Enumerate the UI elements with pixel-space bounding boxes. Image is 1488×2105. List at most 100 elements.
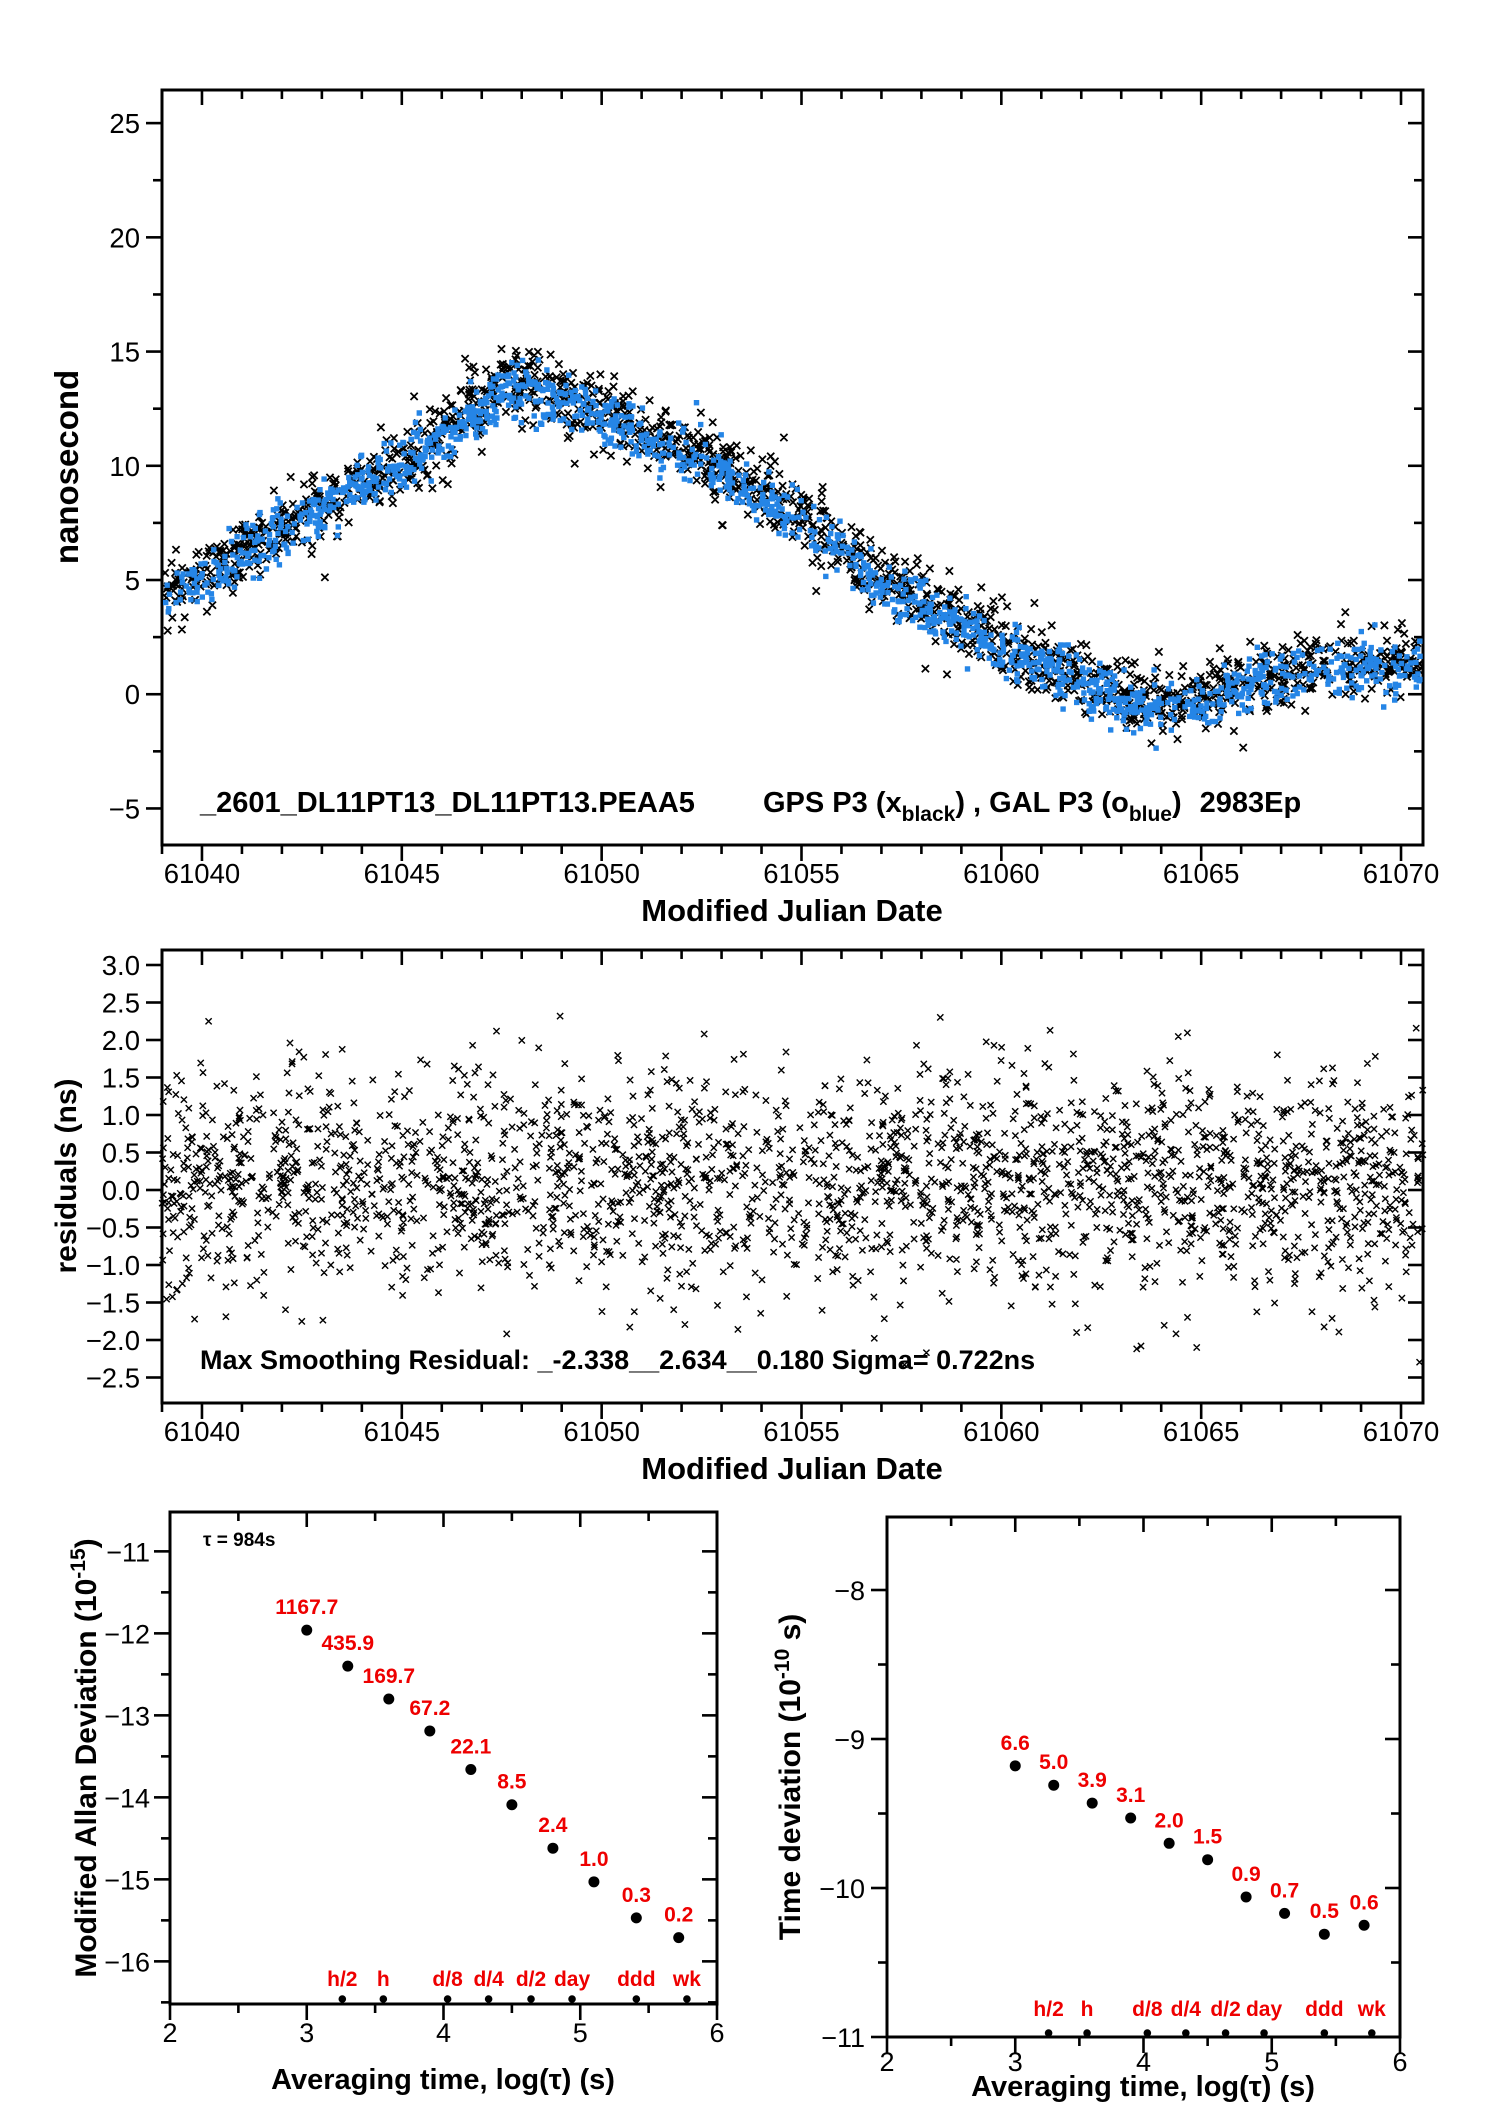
svg-text:−5: −5 <box>109 793 140 824</box>
svg-text:0.9: 0.9 <box>1231 1863 1260 1886</box>
svg-text:61055: 61055 <box>763 858 839 889</box>
svg-text:5: 5 <box>573 2018 588 2048</box>
svg-text:Modified Allan Deviation (10-1: Modified Allan Deviation (10-15) <box>67 1538 103 1977</box>
svg-text:61040: 61040 <box>164 1416 240 1447</box>
svg-text:Modified Julian Date: Modified Julian Date <box>641 893 942 928</box>
svg-text:8.5: 8.5 <box>497 1771 527 1794</box>
svg-text:−14: −14 <box>104 1783 150 1813</box>
svg-text:−0.5: −0.5 <box>86 1213 140 1244</box>
svg-text:3.9: 3.9 <box>1078 1769 1107 1792</box>
svg-text:2: 2 <box>879 2047 894 2077</box>
svg-text:61065: 61065 <box>1163 858 1239 889</box>
svg-text:0.2: 0.2 <box>664 1904 693 1927</box>
svg-text:61070: 61070 <box>1363 858 1439 889</box>
svg-text:61060: 61060 <box>963 1416 1039 1447</box>
svg-text:0.5: 0.5 <box>102 1138 140 1169</box>
svg-text:−8: −8 <box>834 1576 865 1606</box>
svg-text:61060: 61060 <box>963 858 1039 889</box>
svg-text:1.5: 1.5 <box>102 1063 140 1094</box>
svg-text:d/8: d/8 <box>1132 1998 1163 2021</box>
svg-text:6: 6 <box>1392 2047 1407 2077</box>
svg-text:1167.7: 1167.7 <box>275 1596 338 1619</box>
svg-text:wk: wk <box>1357 1998 1386 2021</box>
svg-text:h/2: h/2 <box>327 1968 357 1991</box>
svg-text:−15: −15 <box>104 1865 150 1895</box>
svg-text:4: 4 <box>436 2018 451 2048</box>
svg-text:d/8: d/8 <box>432 1968 463 1991</box>
svg-text:22.1: 22.1 <box>450 1735 491 1758</box>
svg-text:61055: 61055 <box>763 1416 839 1447</box>
svg-text:−1.0: −1.0 <box>86 1250 140 1281</box>
svg-text:0.3: 0.3 <box>622 1884 651 1907</box>
svg-text:−10: −10 <box>819 1874 865 1904</box>
svg-text:20: 20 <box>109 222 140 253</box>
svg-text:67.2: 67.2 <box>409 1697 450 1720</box>
svg-text:25: 25 <box>109 108 140 139</box>
svg-text:d/4: d/4 <box>1171 1998 1202 2021</box>
svg-text:3.0: 3.0 <box>102 950 140 981</box>
svg-text:1.0: 1.0 <box>102 1100 140 1131</box>
svg-text:−13: −13 <box>104 1701 150 1731</box>
svg-text:0: 0 <box>125 679 140 710</box>
svg-text:61045: 61045 <box>364 858 440 889</box>
svg-text:1.5: 1.5 <box>1193 1826 1223 1849</box>
svg-text:−12: −12 <box>104 1619 150 1649</box>
svg-text:4: 4 <box>1136 2047 1151 2077</box>
svg-text:5: 5 <box>1264 2047 1279 2077</box>
svg-text:61070: 61070 <box>1363 1416 1439 1447</box>
svg-text:61065: 61065 <box>1163 1416 1239 1447</box>
svg-text:Modified Julian Date: Modified Julian Date <box>641 1451 942 1486</box>
svg-text:2.4: 2.4 <box>538 1814 568 1837</box>
svg-text:ddd: ddd <box>617 1968 655 1991</box>
svg-text:nanosecond: nanosecond <box>48 370 85 564</box>
modified-allan-deviation-plot: 2 3 4 5 6 −16 −15 −14 −13 −12 −11 Averaging time, l… <box>67 1510 725 2096</box>
time-deviation-plot: 2 3 4 5 6 −11 −10 −9 −8 Averaging time, log(τ) (s… <box>771 1515 1408 2103</box>
svg-text:−11: −11 <box>821 2023 865 2053</box>
svg-text:d/2: d/2 <box>516 1968 546 1991</box>
svg-text:h: h <box>1081 1998 1094 2021</box>
svg-text:169.7: 169.7 <box>363 1665 416 1688</box>
svg-text:_2601_DL11PT13_DL11PT13.PEAA5: _2601_DL11PT13_DL11PT13.PEAA5 <box>199 787 695 819</box>
svg-text:0.6: 0.6 <box>1349 1891 1378 1914</box>
svg-text:61050: 61050 <box>563 858 639 889</box>
svg-text:Averaging time, log(τ) (s): Averaging time, log(τ) (s) <box>971 2071 1315 2103</box>
svg-text:0.0: 0.0 <box>102 1175 140 1206</box>
svg-text:−2.5: −2.5 <box>86 1363 140 1394</box>
svg-text:day: day <box>1246 1998 1283 2021</box>
svg-text:Max Smoothing Residual: _-2.33: Max Smoothing Residual: _-2.338__2.634__… <box>200 1345 1035 1375</box>
svg-text:−11: −11 <box>106 1537 150 1567</box>
svg-text:day: day <box>554 1968 591 1991</box>
svg-text:6.6: 6.6 <box>1001 1732 1030 1755</box>
svg-text:5.0: 5.0 <box>1039 1751 1068 1774</box>
svg-text:3: 3 <box>1008 2047 1023 2077</box>
svg-text:5: 5 <box>125 565 140 596</box>
svg-text:residuals (ns): residuals (ns) <box>50 1078 83 1273</box>
svg-text:Averaging time, log(τ) (s): Averaging time, log(τ) (s) <box>271 2064 615 2096</box>
phase-comparison-plot: 61040 61045 61050 61055 61060 61065 61070 −5 0 5 1… <box>48 88 1439 928</box>
svg-text:Time deviation (10-10 s): Time deviation (10-10 s) <box>771 1614 807 1941</box>
svg-text:h/2: h/2 <box>1033 1998 1063 2021</box>
svg-text:3.1: 3.1 <box>1116 1784 1146 1807</box>
svg-text:d/2: d/2 <box>1210 1998 1240 2021</box>
svg-text:τ = 984s: τ = 984s <box>203 1530 275 1551</box>
svg-text:2: 2 <box>162 2018 177 2048</box>
svg-text:2.5: 2.5 <box>102 988 140 1019</box>
svg-text:GPS P3 (xblack) , GAL P3 (obl: GPS P3 (xblack) , GAL P3 (oblue) 2983Ep <box>763 787 1301 826</box>
svg-text:61040: 61040 <box>164 858 240 889</box>
svg-text:2.0: 2.0 <box>102 1025 140 1056</box>
svg-text:wk: wk <box>672 1968 701 1991</box>
svg-text:3: 3 <box>299 2018 314 2048</box>
svg-text:−16: −16 <box>104 1947 150 1977</box>
svg-text:ddd: ddd <box>1305 1998 1343 2021</box>
svg-text:435.9: 435.9 <box>321 1632 374 1655</box>
svg-text:15: 15 <box>109 337 140 368</box>
svg-text:−1.5: −1.5 <box>86 1288 140 1319</box>
svg-text:−9: −9 <box>834 1725 865 1755</box>
svg-text:61050: 61050 <box>563 1416 639 1447</box>
svg-text:1.0: 1.0 <box>579 1848 608 1871</box>
svg-text:6: 6 <box>709 2018 724 2048</box>
svg-text:0.7: 0.7 <box>1270 1879 1299 1902</box>
svg-text:10: 10 <box>109 451 140 482</box>
residuals-plot: 61040 61045 61050 61055 61060 61065 61070 −2.5 −… <box>50 948 1439 1486</box>
